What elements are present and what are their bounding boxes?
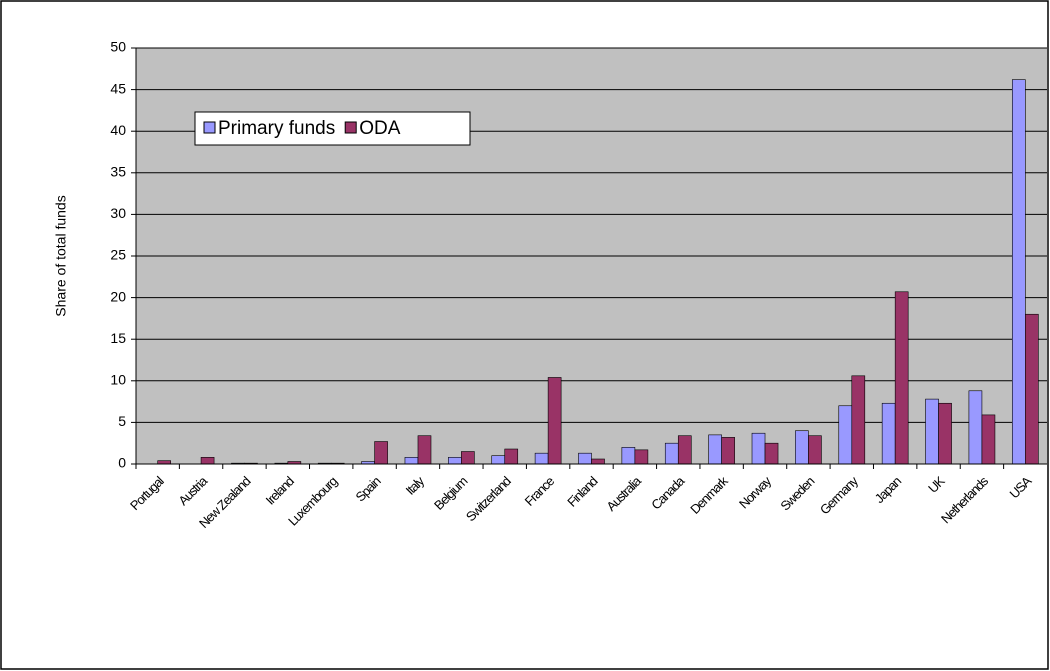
bar	[534, 452, 549, 465]
legend-swatch	[344, 121, 357, 134]
y-axis-label: Share of total funds	[53, 195, 69, 316]
bar	[894, 291, 909, 465]
bar	[981, 414, 996, 465]
y-tick-label: 25	[110, 247, 126, 263]
bar	[634, 449, 649, 465]
bar	[200, 457, 215, 465]
bar	[851, 375, 866, 465]
bar	[925, 398, 939, 465]
y-tick-label: 40	[110, 122, 126, 138]
y-tick-label: 0	[118, 455, 126, 471]
bar	[461, 451, 475, 465]
bar	[721, 437, 735, 465]
bar	[1011, 79, 1026, 465]
bar	[664, 442, 679, 465]
bar	[591, 458, 605, 465]
bar	[491, 455, 506, 465]
bar	[578, 452, 592, 465]
bar	[1025, 313, 1039, 465]
bar	[764, 442, 779, 465]
y-tick-label: 35	[110, 164, 126, 180]
y-tick-label: 15	[110, 330, 126, 346]
legend-box	[194, 111, 471, 146]
bar	[448, 457, 462, 465]
bar	[404, 457, 419, 465]
bar	[677, 435, 692, 465]
y-tick-label: 45	[110, 80, 126, 96]
bar	[938, 402, 952, 465]
y-tick-label: 20	[110, 288, 126, 304]
bar	[795, 430, 809, 465]
legend-label: Primary funds	[218, 118, 335, 139]
bar	[751, 432, 766, 465]
bar	[968, 390, 983, 465]
bar	[374, 441, 388, 465]
bar	[547, 377, 562, 465]
bar	[708, 434, 722, 465]
legend-swatch	[203, 121, 216, 134]
y-tick-label: 10	[110, 372, 126, 388]
y-tick-label: 5	[118, 413, 126, 429]
legend-label: ODA	[359, 118, 401, 139]
bar	[808, 435, 822, 465]
bar	[838, 405, 853, 465]
bar	[621, 447, 636, 465]
bar	[504, 448, 519, 465]
y-tick-label: 50	[110, 39, 126, 55]
y-tick-label: 30	[110, 205, 126, 221]
bar	[417, 435, 432, 465]
bar	[881, 402, 896, 465]
